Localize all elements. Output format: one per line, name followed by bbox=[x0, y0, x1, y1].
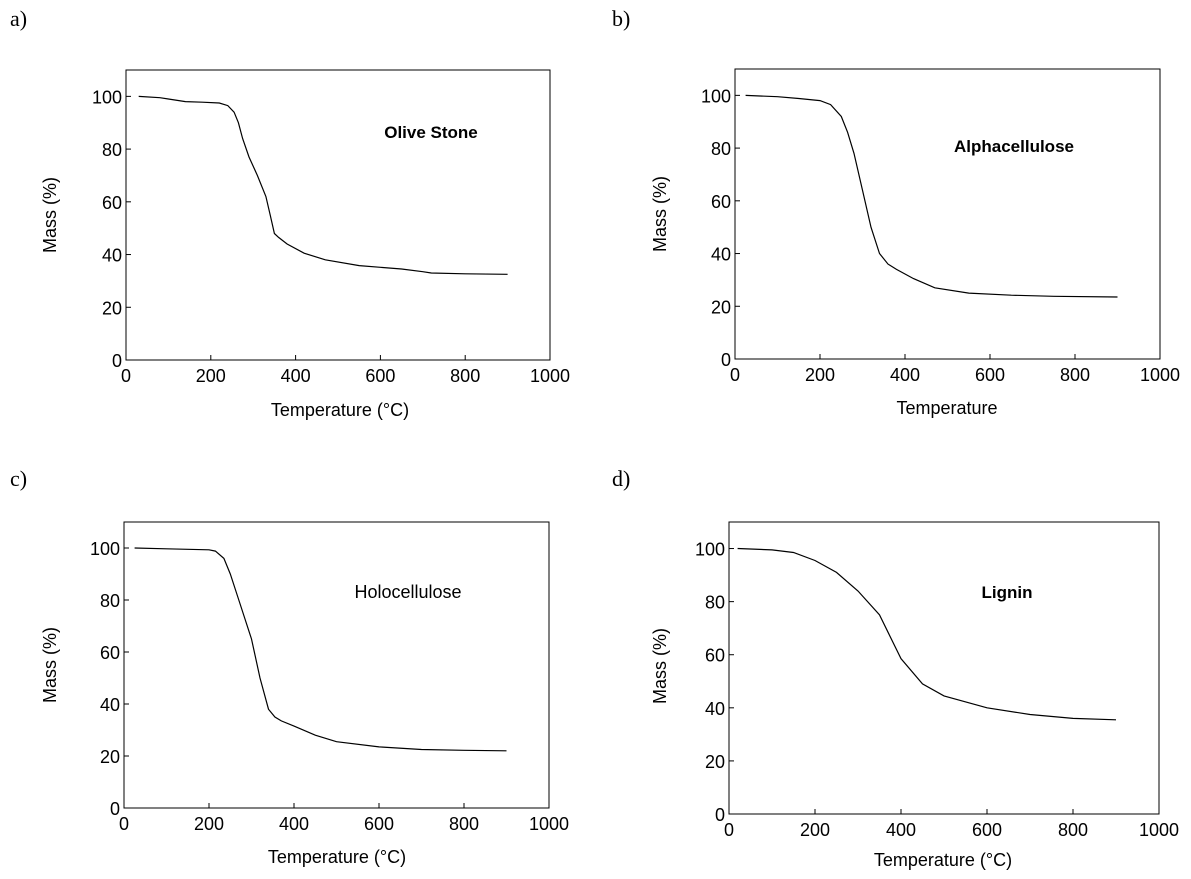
plot-frame bbox=[123, 521, 550, 809]
mass-curve bbox=[737, 547, 1117, 721]
y-tick-label: 20 bbox=[102, 298, 122, 318]
panel-label: b) bbox=[612, 6, 630, 31]
y-tick-label: 60 bbox=[705, 646, 725, 666]
plot-frame bbox=[125, 69, 551, 361]
x-axis-title: Temperature (°C) bbox=[271, 400, 409, 420]
x-tick-label: 1000 bbox=[1140, 365, 1180, 385]
plot-frame bbox=[728, 521, 1160, 815]
x-axis-title: Temperature (°C) bbox=[874, 850, 1012, 870]
x-tick-label: 200 bbox=[805, 365, 835, 385]
x-tick-label: 0 bbox=[121, 366, 131, 386]
y-tick-label: 80 bbox=[100, 591, 120, 611]
x-tick-label: 0 bbox=[119, 814, 129, 834]
mass-curve bbox=[134, 547, 507, 752]
x-tick-label: 400 bbox=[281, 366, 311, 386]
x-tick-label: 400 bbox=[279, 814, 309, 834]
ticks: 0 200 400 600 800 1000 0 20 40 60 80 100 bbox=[695, 540, 1179, 840]
x-tick-label: 800 bbox=[1058, 820, 1088, 840]
x-tick-label: 200 bbox=[196, 366, 226, 386]
y-tick-label: 40 bbox=[100, 695, 120, 715]
x-tick-label: 200 bbox=[194, 814, 224, 834]
y-axis-title: Mass (%) bbox=[40, 627, 60, 703]
y-tick-label: 80 bbox=[711, 139, 731, 159]
panel-label: a) bbox=[10, 6, 27, 31]
x-tick-label: 0 bbox=[724, 820, 734, 840]
series-annotation: Holocellulose bbox=[354, 582, 461, 602]
panel-b: b) 0 200 400 600 800 1000 0 20 40 60 80 100 Tempera… bbox=[612, 6, 1180, 418]
x-tick-label: 1000 bbox=[529, 814, 569, 834]
x-axis-title: Temperature (°C) bbox=[268, 847, 406, 867]
x-tick-label: 0 bbox=[730, 365, 740, 385]
y-axis-title: Mass (%) bbox=[650, 628, 670, 704]
y-tick-label: 60 bbox=[711, 192, 731, 212]
y-tick-label: 40 bbox=[711, 245, 731, 265]
series-annotation: Lignin bbox=[982, 583, 1033, 602]
x-tick-label: 1000 bbox=[1139, 820, 1179, 840]
plot-frame bbox=[734, 68, 1161, 360]
y-tick-label: 100 bbox=[90, 539, 120, 559]
y-tick-label: 20 bbox=[705, 752, 725, 772]
x-tick-label: 600 bbox=[975, 365, 1005, 385]
y-axis-title: Mass (%) bbox=[650, 176, 670, 252]
panel-c: c) 0 200 400 600 800 1000 0 20 40 60 80 100 Tempera… bbox=[10, 466, 569, 867]
y-tick-label: 100 bbox=[701, 86, 731, 106]
y-tick-label: 40 bbox=[705, 699, 725, 719]
y-axis-title: Mass (%) bbox=[40, 177, 60, 253]
y-tick-label: 0 bbox=[110, 799, 120, 819]
series-annotation: Olive Stone bbox=[384, 123, 478, 142]
y-tick-label: 100 bbox=[92, 87, 122, 107]
ticks: 0 200 400 600 800 1000 0 20 40 60 80 100 bbox=[92, 87, 570, 386]
x-tick-label: 800 bbox=[450, 366, 480, 386]
x-tick-label: 600 bbox=[364, 814, 394, 834]
x-tick-label: 400 bbox=[886, 820, 916, 840]
ticks: 0 200 400 600 800 1000 0 20 40 60 80 100 bbox=[701, 86, 1180, 385]
x-tick-label: 800 bbox=[449, 814, 479, 834]
y-tick-label: 40 bbox=[102, 246, 122, 266]
x-tick-label: 600 bbox=[972, 820, 1002, 840]
x-tick-label: 600 bbox=[365, 366, 395, 386]
x-tick-label: 800 bbox=[1060, 365, 1090, 385]
y-tick-label: 0 bbox=[112, 351, 122, 371]
series-annotation: Alphacellulose bbox=[954, 137, 1074, 156]
x-tick-label: 400 bbox=[890, 365, 920, 385]
mass-curve bbox=[745, 94, 1118, 298]
mass-curve bbox=[138, 95, 508, 275]
ticks: 0 200 400 600 800 1000 0 20 40 60 80 100 bbox=[90, 539, 569, 834]
y-tick-label: 80 bbox=[102, 140, 122, 160]
x-tick-label: 1000 bbox=[530, 366, 570, 386]
panel-a: a) 0 200 400 600 800 1000 0 20 40 60 80 100 Tempera… bbox=[10, 6, 570, 420]
x-tick-label: 200 bbox=[800, 820, 830, 840]
panel-label: c) bbox=[10, 466, 27, 491]
x-axis-title: Temperature bbox=[896, 398, 997, 418]
y-tick-label: 0 bbox=[715, 805, 725, 825]
y-tick-label: 100 bbox=[695, 540, 725, 560]
y-tick-label: 80 bbox=[705, 593, 725, 613]
y-tick-label: 0 bbox=[721, 350, 731, 370]
panel-d: d) 0 200 400 600 800 1000 0 20 40 60 80 100 Tempera… bbox=[612, 466, 1179, 870]
y-tick-label: 20 bbox=[711, 297, 731, 317]
y-tick-label: 20 bbox=[100, 747, 120, 767]
y-tick-label: 60 bbox=[100, 643, 120, 663]
y-tick-label: 60 bbox=[102, 193, 122, 213]
panel-label: d) bbox=[612, 466, 630, 491]
